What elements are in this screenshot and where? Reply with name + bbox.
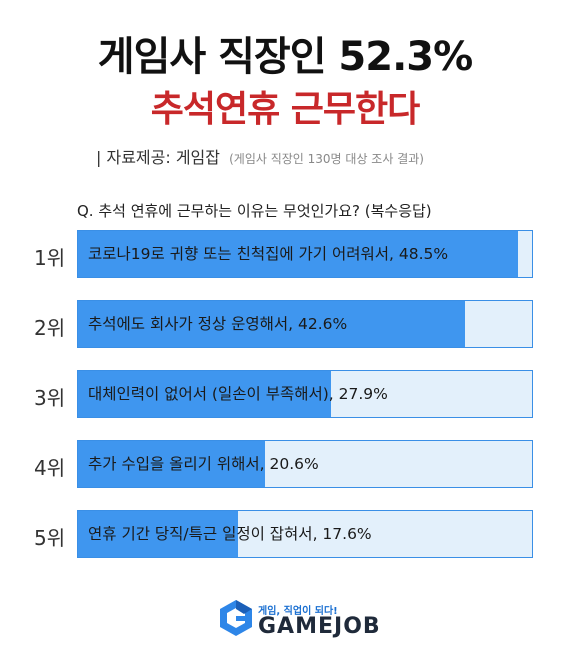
bar-label: 추석에도 회사가 정상 운영해서, 42.6% [88, 315, 348, 333]
rank-label: 4위 [34, 456, 66, 480]
bar-track: 추가 수입을 올리기 위해서, 20.6% [77, 440, 533, 488]
rank-label: 3위 [34, 386, 66, 410]
bar-track: 코로나19로 귀향 또는 친척집에 가기 어려워서, 48.5% [77, 230, 533, 278]
logo-slogan: 게임, 직업이 되다! [258, 606, 338, 617]
bar-fill [78, 441, 266, 487]
bar-track: 추석에도 회사가 정상 운영해서, 42.6% [77, 300, 533, 348]
bar-label: 대체인력이 없어서 (일손이 부족해서), 27.9% [88, 385, 388, 403]
gamejob-logo-icon [220, 600, 252, 636]
rank-label: 1위 [34, 246, 66, 270]
bar-label: 연휴 기간 당직/특근 일정이 잡혀서, 17.6% [88, 525, 372, 543]
bar-fill [78, 301, 465, 347]
source-note: (게임사 직장인 130명 대상 조사 결과) [229, 152, 424, 166]
gamejob-logo: 게임, 직업이 되다! GAMEJOB [218, 598, 398, 642]
bar-track: 연휴 기간 당직/특근 일정이 잡혀서, 17.6% [77, 510, 533, 558]
bar-fill [78, 231, 519, 277]
bar-fill [78, 371, 332, 417]
bar-label: 코로나19로 귀향 또는 친척집에 가기 어려워서, 48.5% [88, 245, 449, 263]
bar-track: 대체인력이 없어서 (일손이 부족해서), 27.9% [77, 370, 533, 418]
rank-label: 5위 [34, 526, 66, 550]
survey-question: Q. 추석 연휴에 근무하는 이유는 무엇인가요? (복수응답) [77, 202, 432, 220]
source-line: | 자료제공: 게임잡 (게임사 직장인 130명 대상 조사 결과) [96, 144, 424, 168]
bar-label: 추가 수입을 올리기 위해서, 20.6% [88, 455, 319, 473]
title-line-2: 추석연휴 근무한다 [150, 89, 421, 130]
source-label: | 자료제공: 게임잡 [96, 148, 220, 167]
rank-label: 2위 [34, 316, 66, 340]
logo-name: GAMEJOB [258, 614, 381, 639]
title-line-1: 게임사 직장인 52.3% [97, 34, 473, 80]
bar-fill [78, 511, 238, 557]
